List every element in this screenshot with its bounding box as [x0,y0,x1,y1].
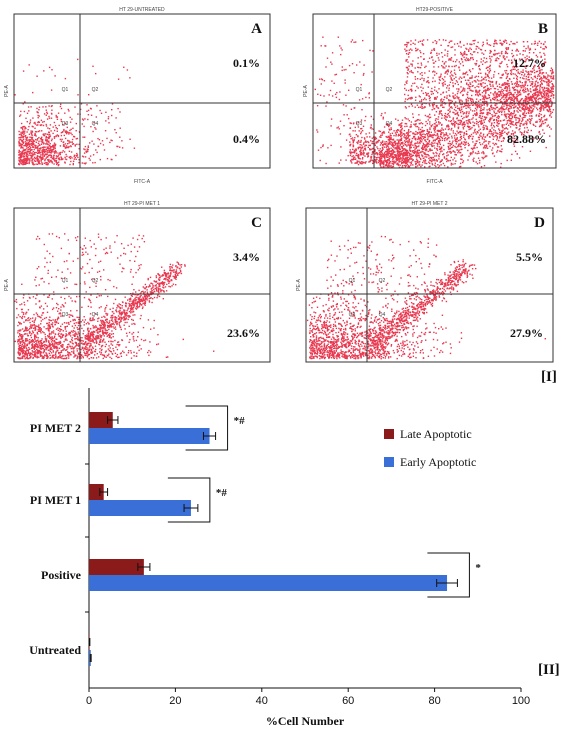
early-apoptotic-percent: 23.6% [227,326,260,340]
quadrant-label-q2: Q2 [379,278,386,284]
significance-mark: *# [216,487,228,499]
x-tick-label: 80 [428,695,440,707]
quadrant-label-q1: Q1 [356,87,363,93]
quadrant-label-q2: Q2 [92,87,99,93]
late-apoptotic-percent: 3.4% [233,250,260,264]
panel-letter: C [251,215,262,231]
y-axis-label: PE-A [303,85,309,97]
x-tick-label: 20 [169,695,181,707]
panel-title: HT29-POSITIVE [416,7,454,13]
category-label: PI MET 1 [30,493,81,507]
scatter-dots [306,235,546,360]
late-apoptotic-percent: 0.1% [233,56,260,70]
plot-frame [13,13,271,169]
scatter-dots [14,58,136,167]
early-apoptotic-percent: 82.88% [507,132,546,146]
scatter-dots [314,36,555,168]
panel-letter: B [538,21,548,37]
panel-title: HT 29-PI MET 1 [124,201,160,207]
category-label: Positive [41,568,82,582]
legend-swatch [384,429,394,439]
part-two-label: [II] [538,662,560,678]
quadrant-label-q3: Q3 [356,121,363,127]
significance-bracket [427,552,470,598]
significance-mark: * [475,562,481,574]
part-one-label: [I] [541,369,557,385]
panel-title: HT 29-UNTREATED [119,7,165,13]
late-apoptotic-bar [89,559,144,575]
legend-entry: Early Apoptotic [400,455,476,469]
quadrant-label-q1: Q1 [62,278,69,284]
early-apoptotic-bar [89,575,448,591]
x-axis-label: FITC-A [134,179,151,185]
quadrant-label-q2: Q2 [92,278,99,284]
scatter-dots [14,233,215,360]
quadrant-label-q4: Q4 [92,312,99,318]
x-tick-label: 40 [256,695,268,707]
late-apoptotic-percent: 12.7% [513,56,546,70]
flow-cytometry-panels: HT 29-UNTREATED A 0.1% 0.4% Q1 Q2 Q3 Q4 PE-A FITC… [4,7,557,363]
quadrant-label-q2: Q2 [386,87,393,93]
x-tick-label: 60 [342,695,354,707]
quadrant-label-q3: Q3 [62,312,69,318]
quadrant-label-q4: Q4 [379,312,386,318]
quadrant-label-q3: Q3 [62,121,69,127]
quadrant-label-q4: Q4 [386,121,393,127]
y-axis-label: PE-A [296,279,302,291]
y-axis-label: PE-A [4,85,10,97]
flow-panel-c: HT 29-PI MET 1 C 3.4% 23.6% Q1 Q2 Q3 Q4 PE-A [4,201,271,363]
significance-bracket [185,405,229,451]
legend-swatch [384,457,394,467]
plot-frame [305,207,554,363]
quadrant-label-q3: Q3 [349,312,356,318]
x-tick-label: 100 [512,695,530,707]
quadrant-label-q4: Q4 [92,121,99,127]
early-apoptotic-percent: 0.4% [233,132,260,146]
panel-title: HT 29-PI MET 2 [412,201,448,207]
x-tick-label: 0 [86,695,92,707]
panel-letter: A [251,21,262,37]
flow-panel-b: HT29-POSITIVE B 12.7% 82.88% Q1 Q2 Q3 Q4 PE-A FIT… [303,7,557,185]
category-label: Untreated [29,643,81,657]
quadrant-label-q1: Q1 [62,87,69,93]
x-axis-label: FITC-A [426,179,443,185]
flow-panel-a: HT 29-UNTREATED A 0.1% 0.4% Q1 Q2 Q3 Q4 PE-A FITC… [4,7,271,185]
bar-chart: 0 20 40 60 80 100 %Cell Number PI MET 2 *# PI MET… [29,388,530,728]
early-apoptotic-bar [89,500,191,516]
early-apoptotic-percent: 27.9% [510,326,543,340]
plot-frame [13,207,271,363]
early-apoptotic-bar [89,428,210,444]
late-apoptotic-bar [89,412,113,428]
flow-panel-d: HT 29-PI MET 2 D 5.5% 27.9% Q1 Q2 Q3 Q4 PE-A [296,201,554,363]
significance-mark: *# [234,415,246,427]
y-axis-label: PE-A [4,279,10,291]
plot-frame [312,13,557,169]
category-label: PI MET 2 [30,421,81,435]
x-axis-title: %Cell Number [266,714,345,728]
late-apoptotic-percent: 5.5% [516,250,543,264]
legend-entry: Late Apoptotic [400,427,472,441]
significance-bracket [167,477,211,523]
quadrant-label-q1: Q1 [349,278,356,284]
panel-letter: D [534,215,545,231]
